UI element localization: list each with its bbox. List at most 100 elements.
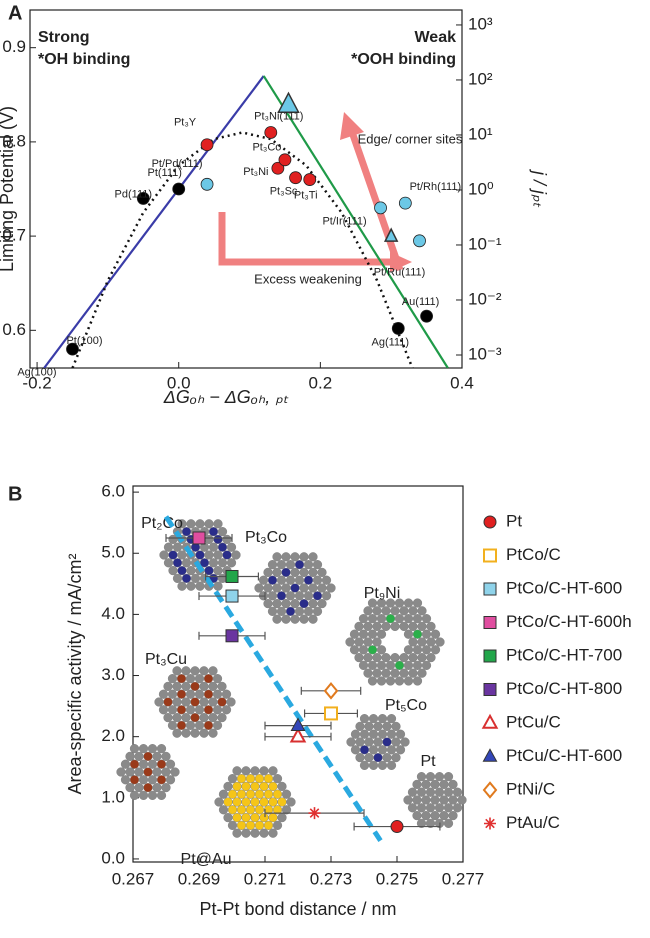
figure: A B -0.20.00.20.40.60.70.80.910⁻³10⁻²10⁻… [0,0,650,938]
atom [404,796,413,805]
legend-marker [484,783,496,797]
atom [404,614,413,623]
x-tick-label: 0.267 [112,869,155,888]
atom [227,543,236,552]
atom [155,698,164,707]
atom [383,722,392,731]
atom [277,560,286,569]
marker [201,139,213,151]
atom [251,829,260,838]
atom [413,599,422,608]
atom [422,645,431,654]
atom [440,811,449,820]
atom [213,674,222,683]
atom [378,761,387,770]
atom [209,666,218,675]
atom [409,669,418,678]
atom [160,551,169,560]
atom [392,753,401,762]
atom [422,661,431,670]
atom [427,638,436,647]
marker [226,630,238,642]
atom [431,811,440,820]
atom [396,745,405,754]
atom [246,790,255,799]
atom [144,752,153,761]
atom [440,796,449,805]
atom [291,615,300,624]
legend-label: PtCo/C-HT-800 [506,679,622,698]
atom [368,677,377,686]
atom [309,552,318,561]
atom [148,775,157,784]
atom [374,738,383,747]
y-tick-label: 1.0 [101,787,125,806]
marker [421,310,433,322]
atom [378,745,387,754]
legend-label: PtCo/C-HT-700 [506,645,622,664]
atom [268,591,277,600]
volcano-line [44,76,264,368]
atom [453,788,462,797]
atom [224,782,233,791]
atom [431,645,440,654]
atom [177,674,186,683]
atom [260,813,269,822]
atom [195,705,204,714]
atom [304,576,313,585]
atom [228,805,237,814]
atom [364,638,373,647]
atom [273,790,282,799]
atom [173,682,182,691]
cluster-label: Pt₂Co [141,515,183,532]
atom [391,622,400,631]
atom [251,766,260,775]
atom [182,729,191,738]
y-tick-label: 0.6 [2,320,26,339]
atom [404,645,413,654]
atom [196,551,205,560]
point-label: Pt₃Ni(111) [254,110,303,122]
atom [391,653,400,662]
atom [413,630,422,639]
marker [391,821,403,833]
atom [322,591,331,600]
y-axis-label: Limiting Potential (V) [0,106,17,272]
atom [322,576,331,585]
atom [159,705,168,714]
atom [383,753,392,762]
point-label: Pt₃Ti [294,189,318,201]
atom [182,713,191,722]
cluster-label: Pt₃Co [245,529,287,546]
point-label: Pt/Pd(111) [152,158,203,170]
atom [178,551,187,560]
legend-marker [484,550,496,562]
atom [413,796,422,805]
atom [413,780,422,789]
legend-marker [483,749,496,761]
atom [273,774,282,783]
atom [391,606,400,615]
atom [413,811,422,820]
atom [400,606,409,615]
atom [196,519,205,528]
atom [355,638,364,647]
x-tick-label: 0.277 [442,869,485,888]
atom [164,682,173,691]
atom [365,753,374,762]
atom [313,576,322,585]
atom [286,607,295,616]
legend-marker [484,516,496,528]
atom [373,638,382,647]
atom [327,584,336,593]
atom [214,582,223,591]
atom [191,713,200,722]
atom [255,790,264,799]
atom [269,798,278,807]
x-tick-label: 0.4 [450,373,474,392]
atom [186,690,195,699]
atom [168,721,177,730]
marker [193,532,205,544]
panel-letter: B [8,483,22,505]
atom [359,630,368,639]
